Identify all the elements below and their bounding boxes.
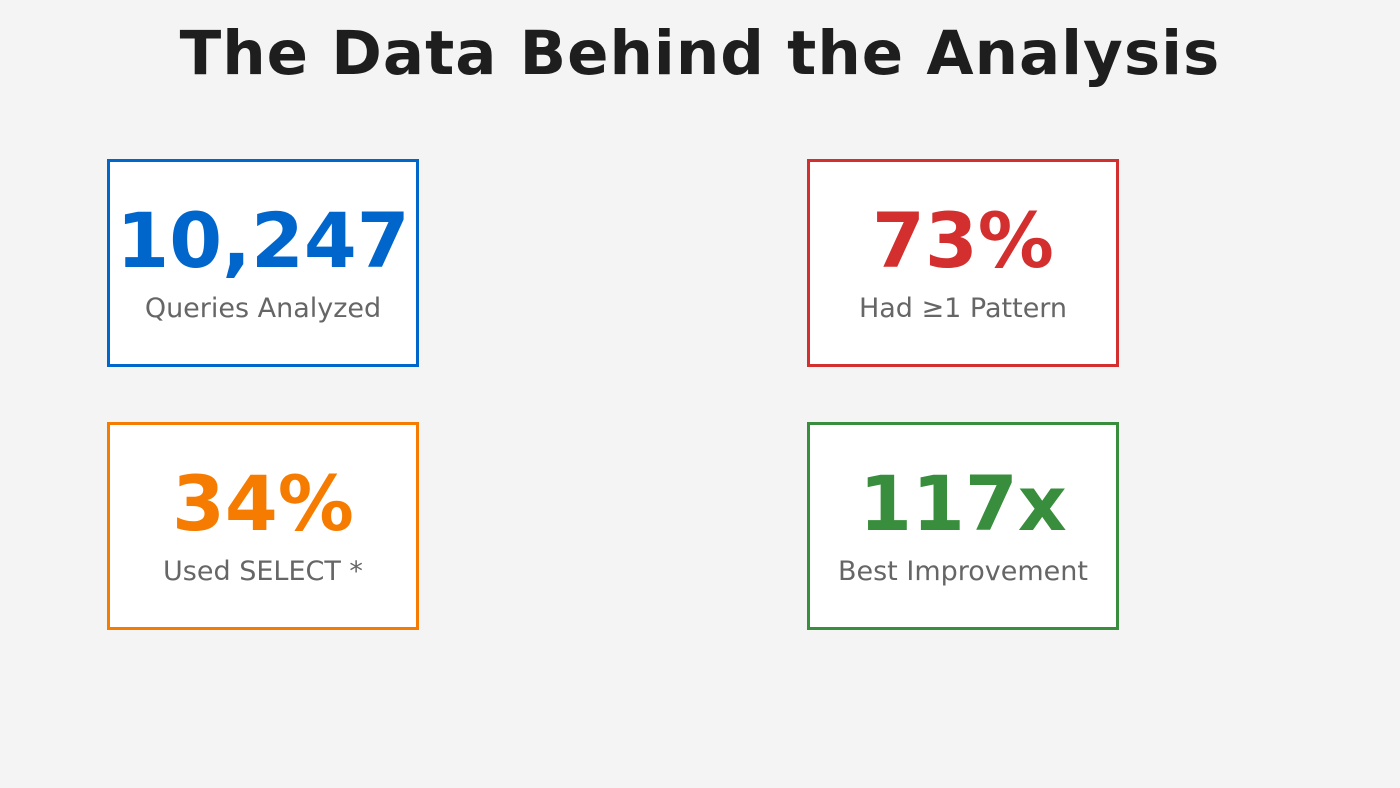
- stat-value: 117x: [859, 459, 1067, 548]
- stat-card: 34% Used SELECT *: [107, 422, 419, 630]
- stat-label: Queries Analyzed: [144, 293, 382, 324]
- stat-card: 73% Had ≥1 Pattern: [807, 159, 1119, 367]
- stat-value: 34%: [172, 459, 354, 548]
- stat-label: Had ≥1 Pattern: [858, 293, 1068, 324]
- stat-card: 117x Best Improvement: [807, 422, 1119, 630]
- stat-label: Best Improvement: [837, 556, 1088, 587]
- stat-label: Used SELECT *: [163, 556, 363, 587]
- stat-value: 73%: [872, 196, 1054, 285]
- stat-value: 10,247: [116, 196, 410, 285]
- page-title: The Data Behind the Analysis: [179, 18, 1221, 89]
- stat-card: 10,247 Queries Analyzed: [107, 159, 419, 367]
